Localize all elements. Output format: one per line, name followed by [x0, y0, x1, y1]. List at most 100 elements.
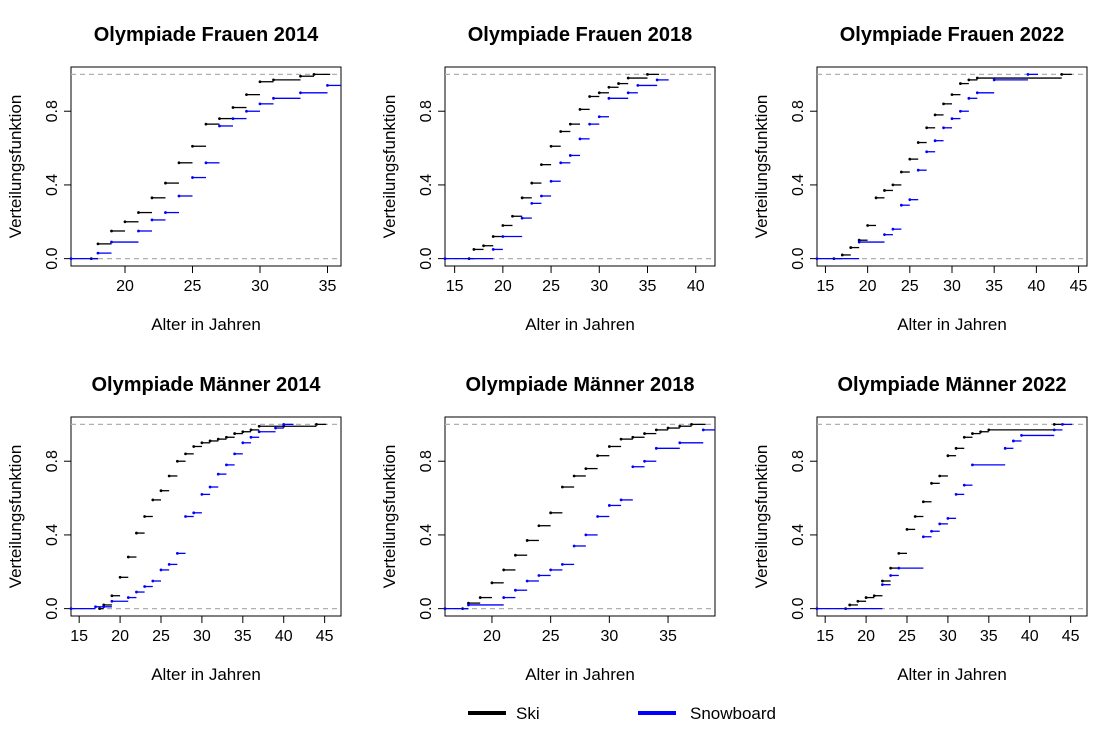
series-ski [98, 422, 327, 611]
step-point [218, 117, 221, 120]
step-point [1020, 434, 1023, 437]
step-point [69, 257, 73, 261]
step-point [933, 113, 937, 117]
step-point [701, 428, 705, 432]
step-point [164, 211, 167, 214]
step-point [258, 80, 262, 84]
step-point [916, 168, 920, 172]
step-point [540, 163, 543, 167]
step-point [549, 144, 553, 148]
step-point [233, 452, 237, 456]
step-point [881, 579, 884, 583]
step-point [94, 605, 97, 609]
step-point [1060, 72, 1064, 76]
x-tick-label: 30 [943, 278, 961, 295]
step-point [938, 474, 942, 478]
step-point [1003, 446, 1007, 450]
step-point [208, 485, 212, 489]
series-ski [461, 422, 706, 611]
x-tick-label: 35 [234, 628, 252, 645]
step-point [1052, 428, 1056, 432]
y-tick-label: 0.8 [790, 100, 807, 122]
step-point [905, 527, 909, 531]
step-point [200, 441, 204, 445]
x-axis-label: Alter in Jahren [525, 665, 635, 684]
step-point [233, 432, 237, 435]
y-tick-label: 0.0 [418, 597, 435, 619]
step-point [925, 126, 929, 130]
step-point [167, 563, 171, 566]
y-axis-label: Verteilungsfunktion [6, 95, 25, 239]
step-point [511, 214, 514, 218]
x-tick-label: 30 [590, 278, 608, 295]
step-point [110, 240, 113, 244]
step-point [200, 492, 204, 496]
step-point [959, 109, 962, 113]
plot-frame [444, 66, 716, 267]
panel-3: Olympiade Frauen 2022 15 20 25 30 35 40 45 0.0 0.… [752, 24, 1088, 334]
step-point [137, 211, 140, 214]
step-point [216, 437, 220, 441]
step-point [245, 109, 248, 113]
legend: Ski Snowboard [468, 704, 776, 723]
step-point [848, 603, 852, 607]
step-point [501, 224, 505, 227]
x-tick-label: 20 [494, 278, 512, 295]
step-point [631, 435, 635, 439]
step-point [866, 224, 870, 227]
step-point [631, 465, 635, 469]
step-point [938, 522, 942, 526]
step-point [467, 603, 470, 607]
step-point [143, 515, 147, 518]
step-point [856, 599, 860, 603]
step-point [572, 474, 576, 478]
x-tick-label: 30 [193, 628, 211, 645]
step-point [891, 183, 895, 187]
step-point [1011, 439, 1015, 443]
plot-frame [816, 66, 1088, 267]
step-point [654, 428, 658, 432]
y-tick-label: 0.8 [44, 100, 61, 122]
y-tick-label: 0.0 [790, 247, 807, 269]
x-tick-label: 25 [542, 278, 560, 295]
step-point [578, 137, 582, 141]
step-point [257, 430, 261, 434]
x-tick-label: 30 [600, 628, 618, 645]
x-axis-label: Alter in Jahren [151, 665, 261, 684]
step-point [617, 82, 620, 85]
step-point [954, 446, 958, 450]
step-point [588, 95, 592, 98]
step-point [857, 240, 861, 244]
x-tick-label: 15 [446, 278, 464, 295]
step-point [490, 581, 494, 585]
series-ski [89, 72, 331, 261]
step-point [520, 216, 524, 220]
step-point [572, 544, 576, 548]
step-point [123, 220, 127, 224]
step-point [126, 596, 130, 599]
step-point [159, 568, 163, 572]
step-point [946, 516, 950, 520]
step-point [216, 472, 220, 476]
step-point [883, 233, 886, 237]
x-tick-label: 25 [184, 278, 202, 295]
y-tick-label: 0.4 [44, 524, 61, 546]
series-snowboard [815, 422, 1073, 611]
step-point [118, 575, 122, 579]
step-point [502, 596, 506, 599]
step-point [525, 539, 529, 542]
legend-label-snowboard: Snowboard [690, 704, 776, 723]
step-point [208, 439, 212, 443]
step-point [950, 117, 954, 120]
step-point [560, 563, 564, 566]
step-point [443, 607, 447, 611]
step-point [987, 428, 991, 432]
step-point [177, 161, 181, 165]
step-point [69, 607, 73, 611]
y-axis-label: Verteilungsfunktion [6, 445, 25, 589]
step-point [175, 551, 179, 555]
step-point [881, 583, 884, 587]
step-point [596, 515, 600, 518]
step-point [678, 441, 682, 445]
step-point [126, 555, 130, 559]
